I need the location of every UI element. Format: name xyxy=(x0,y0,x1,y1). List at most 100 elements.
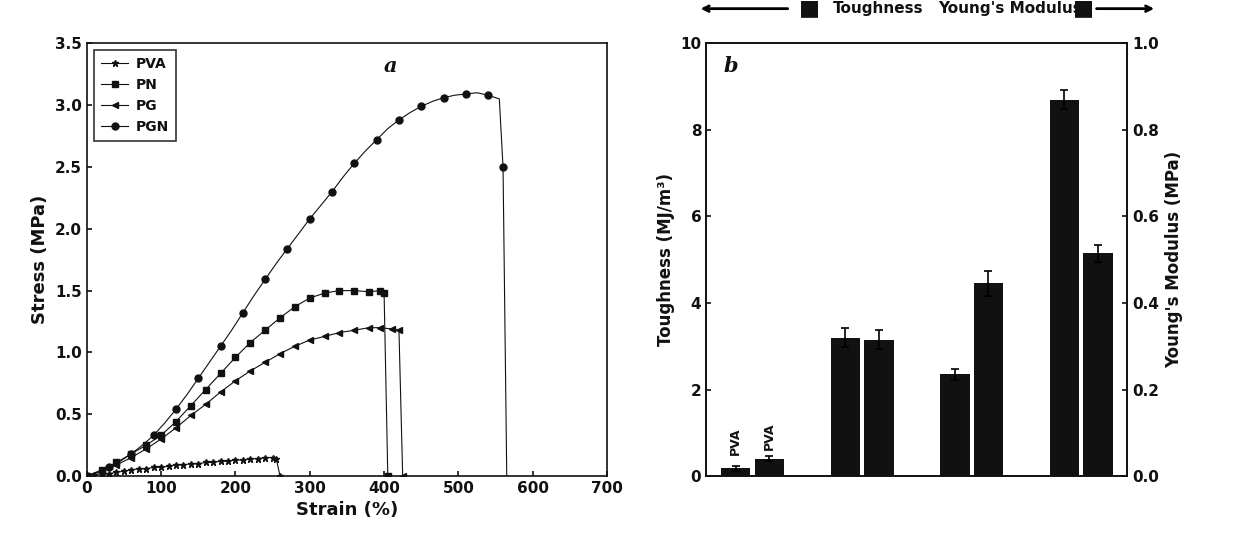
Line: PVA: PVA xyxy=(83,454,284,479)
PGN xyxy=(157,420,172,426)
PGN xyxy=(124,451,139,457)
Y-axis label: Stress (MPa): Stress (MPa) xyxy=(31,195,50,324)
PG xyxy=(183,412,198,419)
Y-axis label: Young's Modulus (MPa): Young's Modulus (MPa) xyxy=(1165,151,1183,368)
PN xyxy=(243,339,258,346)
PG xyxy=(287,343,302,349)
PGN xyxy=(202,359,217,366)
PGN xyxy=(235,309,250,316)
PVA xyxy=(206,459,221,466)
X-axis label: Strain (%): Strain (%) xyxy=(296,502,398,519)
Text: Young's Modulus: Young's Modulus xyxy=(938,1,1082,16)
PG xyxy=(243,368,258,374)
Bar xyxy=(974,283,1004,476)
Bar xyxy=(1083,253,1113,476)
PVA xyxy=(116,468,131,474)
PG xyxy=(273,351,287,357)
PGN xyxy=(392,117,406,123)
PVA xyxy=(250,456,265,462)
PG xyxy=(317,333,332,340)
PGN xyxy=(492,96,507,102)
PVA xyxy=(139,465,154,472)
PN xyxy=(109,459,124,466)
PGN xyxy=(169,406,183,413)
PVA xyxy=(273,473,287,479)
PGN xyxy=(224,327,239,333)
PN xyxy=(228,354,243,361)
PG xyxy=(94,468,109,474)
PN xyxy=(94,467,109,473)
PVA xyxy=(243,456,258,462)
PGN xyxy=(247,292,261,299)
PG xyxy=(258,359,273,366)
PGN xyxy=(102,464,116,471)
PVA xyxy=(183,460,198,467)
PGN xyxy=(258,276,273,283)
PGN xyxy=(358,148,373,154)
PVA xyxy=(265,454,280,461)
PN xyxy=(124,451,139,457)
PGN xyxy=(79,473,94,479)
PGN xyxy=(269,260,284,267)
PGN xyxy=(313,202,328,208)
PN xyxy=(169,418,183,425)
PG xyxy=(362,325,377,331)
PN xyxy=(362,288,377,295)
PGN xyxy=(302,216,317,222)
PGN xyxy=(146,432,161,439)
Bar xyxy=(830,338,860,476)
PGN xyxy=(425,98,440,104)
PG xyxy=(392,327,406,333)
PVA xyxy=(102,470,116,477)
PVA xyxy=(87,472,102,478)
PG xyxy=(332,329,347,336)
PN xyxy=(380,473,395,479)
Text: PVA: PVA xyxy=(730,428,742,456)
PVA xyxy=(228,457,243,463)
PN xyxy=(302,295,317,301)
PVA xyxy=(198,459,213,466)
PVA xyxy=(235,457,250,463)
PGN xyxy=(458,91,473,97)
PVA xyxy=(131,465,146,472)
Text: ■: ■ xyxy=(1073,0,1094,18)
PN xyxy=(154,432,169,439)
PN xyxy=(139,442,154,448)
PGN xyxy=(369,136,384,143)
PVA xyxy=(161,463,176,470)
Text: ■: ■ xyxy=(799,0,820,18)
PGN xyxy=(403,109,418,116)
PGN xyxy=(135,442,150,448)
PGN xyxy=(325,188,339,195)
Bar xyxy=(865,340,893,476)
PGN xyxy=(291,230,306,237)
PGN xyxy=(380,126,395,132)
PG xyxy=(109,461,124,468)
PVA xyxy=(221,458,235,465)
PVA xyxy=(146,464,161,471)
Legend: PVA, PN, PG, PGN: PVA, PN, PG, PGN xyxy=(94,50,176,141)
PGN xyxy=(336,174,351,180)
PG xyxy=(228,378,243,384)
PG xyxy=(384,326,399,332)
Text: a: a xyxy=(383,56,396,76)
PVA xyxy=(79,473,94,479)
PGN xyxy=(499,473,514,479)
PN xyxy=(317,290,332,296)
PG xyxy=(169,425,183,431)
PG xyxy=(347,327,362,333)
PG xyxy=(395,473,410,479)
PGN xyxy=(180,391,195,398)
Text: PVA: PVA xyxy=(763,423,776,450)
PGN xyxy=(90,469,105,476)
PN xyxy=(183,403,198,409)
PGN xyxy=(347,160,362,167)
PVA xyxy=(169,461,183,468)
PVA xyxy=(258,454,273,461)
Y-axis label: Toughness (MJ/m³): Toughness (MJ/m³) xyxy=(657,173,675,346)
PGN xyxy=(113,458,128,465)
PVA xyxy=(154,464,169,471)
PVA xyxy=(124,467,139,473)
PG xyxy=(154,436,169,442)
PN xyxy=(287,304,302,310)
